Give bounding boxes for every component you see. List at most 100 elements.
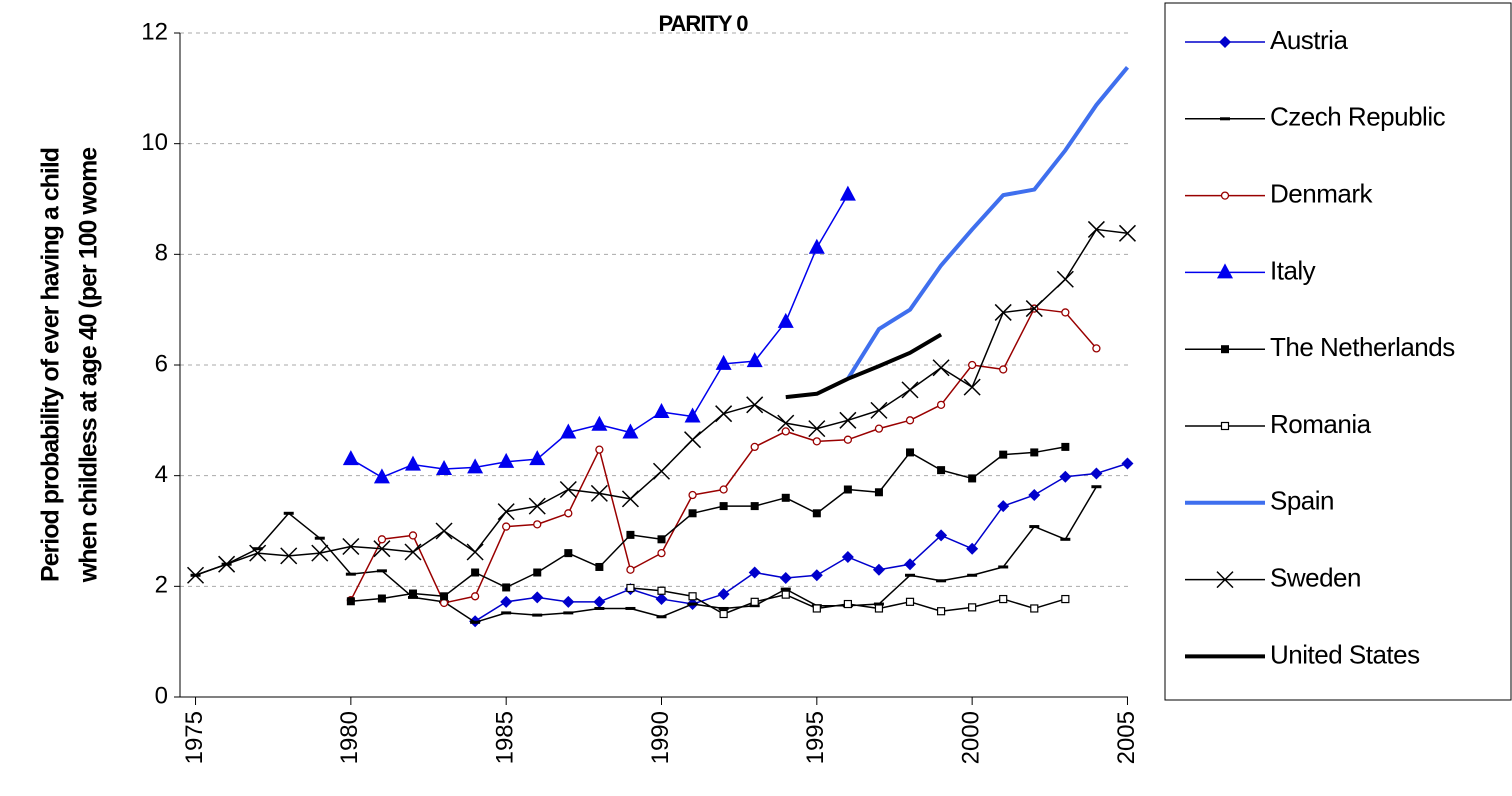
data-point — [808, 238, 825, 254]
data-point — [342, 537, 360, 556]
data-point — [812, 509, 821, 518]
data-point — [595, 445, 604, 454]
data-point — [533, 568, 542, 577]
data-point — [345, 572, 356, 576]
data-point — [1030, 448, 1039, 457]
data-point — [436, 460, 453, 476]
data-point — [812, 604, 821, 613]
y-tick-label: 0 — [155, 682, 168, 709]
data-point — [936, 400, 946, 409]
data-point — [904, 558, 917, 571]
data-point — [376, 569, 387, 573]
data-point — [373, 468, 390, 484]
series-line — [350, 307, 1097, 604]
data-point — [311, 544, 329, 562]
data-point — [874, 488, 883, 497]
data-point — [781, 493, 790, 502]
x-tick-label: 1985 — [492, 711, 519, 764]
data-point — [750, 502, 759, 511]
data-point — [687, 602, 698, 606]
data-point — [779, 572, 792, 585]
data-point — [999, 365, 1008, 374]
data-point — [1092, 344, 1101, 353]
data-point — [870, 401, 888, 419]
data-point — [501, 611, 512, 615]
data-point — [346, 597, 355, 606]
data-point — [590, 484, 608, 502]
data-point — [564, 509, 573, 518]
data-point — [1029, 525, 1040, 529]
data-point — [502, 583, 511, 592]
data-point — [562, 595, 575, 608]
data-point — [435, 522, 453, 540]
data-point — [531, 591, 544, 604]
y-tick-label: 6 — [155, 350, 168, 377]
y-tick-label: 4 — [155, 461, 168, 488]
data-point — [249, 544, 267, 562]
data-point — [497, 503, 515, 521]
y-tick-label: 2 — [155, 572, 168, 599]
data-point — [812, 437, 821, 446]
data-point — [968, 603, 977, 612]
data-point — [810, 569, 823, 582]
data-point — [408, 589, 417, 598]
data-point — [905, 573, 916, 577]
data-point — [1028, 489, 1041, 502]
data-point — [688, 490, 697, 500]
data-point — [1059, 470, 1072, 483]
data-point — [777, 414, 795, 432]
data-point — [439, 598, 449, 608]
data-point — [684, 431, 702, 449]
legend-marker — [1220, 117, 1230, 121]
data-point — [997, 500, 1010, 513]
data-point — [440, 592, 449, 601]
data-point — [717, 588, 730, 601]
x-tick-label: 1980 — [336, 711, 363, 764]
data-point — [936, 607, 946, 616]
data-point — [1091, 485, 1102, 489]
data-point — [564, 549, 573, 558]
data-point — [563, 611, 574, 615]
data-point — [746, 352, 763, 368]
data-point — [843, 599, 852, 609]
data-point — [905, 416, 915, 425]
y-tick-label: 10 — [141, 129, 168, 156]
data-point — [342, 450, 359, 466]
y-axis-label: Period probability of ever having a chil… — [37, 148, 65, 582]
data-point — [936, 579, 947, 583]
data-point — [963, 378, 981, 396]
data-point — [1087, 220, 1105, 238]
series-line — [846, 66, 1130, 380]
data-point — [1060, 537, 1071, 541]
data-point — [1121, 457, 1134, 470]
data-point — [718, 606, 729, 610]
data-point — [404, 455, 421, 471]
data-point — [719, 502, 728, 511]
data-point — [591, 415, 608, 431]
y-axis-label: when childless at age 40 (per 100 wome — [75, 147, 103, 584]
data-point — [471, 568, 480, 577]
data-point — [843, 485, 852, 494]
data-point — [966, 542, 979, 555]
data-point — [252, 547, 263, 551]
data-point — [532, 613, 543, 617]
data-point — [1090, 467, 1103, 480]
legend-marker — [1219, 36, 1231, 48]
data-point — [967, 573, 978, 577]
data-point — [283, 511, 294, 515]
data-point — [621, 490, 639, 508]
data-point — [808, 420, 826, 438]
data-point — [467, 458, 484, 474]
data-point — [688, 509, 697, 518]
data-point — [594, 606, 605, 610]
data-point — [1061, 594, 1070, 604]
legend-label: Austria — [1270, 25, 1348, 55]
data-point — [839, 411, 857, 429]
data-point — [839, 185, 856, 201]
data-point — [1061, 442, 1070, 451]
data-point — [657, 586, 666, 595]
data-point — [528, 497, 546, 515]
data-point — [905, 597, 915, 606]
data-point — [656, 615, 667, 619]
